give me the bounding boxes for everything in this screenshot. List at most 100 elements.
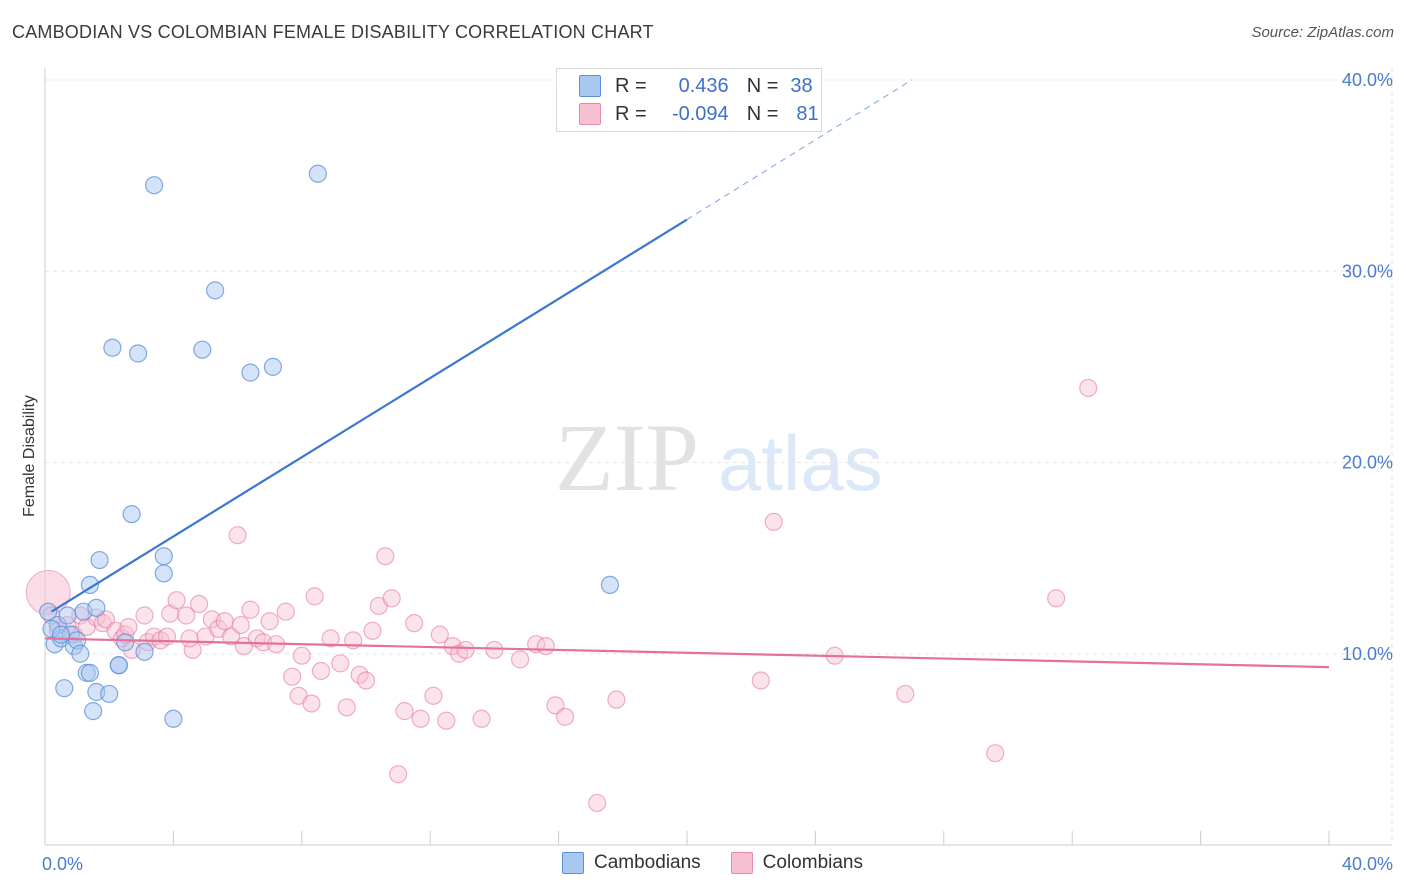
colombian-point [1047, 589, 1066, 608]
legend-r-label: R = [615, 102, 647, 125]
colombian-point [189, 594, 209, 614]
colombian-point [283, 667, 302, 686]
series-swatch-colombians [730, 852, 753, 874]
colombian-point [215, 612, 234, 631]
y-axis-label: Female Disability [21, 395, 38, 517]
colombian-point [167, 591, 186, 610]
colombian-point [555, 707, 575, 726]
cambodian-point [193, 340, 212, 359]
cambodian-point [128, 344, 148, 363]
legend-r-value: -0.094 [671, 102, 729, 125]
legend-r-label: R = [615, 74, 647, 97]
colombian-point [276, 602, 295, 621]
series-legend-colombians[interactable]: Colombians [730, 852, 863, 874]
axes [44, 68, 1392, 846]
series-swatch-cambodians [562, 852, 584, 874]
cambodian-point [241, 363, 260, 382]
series-legend-cambodians[interactable]: Cambodians [562, 852, 701, 874]
colombian-point [292, 646, 311, 665]
colombian-point [231, 615, 250, 635]
colombian-point [305, 587, 324, 606]
colombian-point [389, 765, 408, 784]
colombian-point [228, 526, 247, 545]
y-tick-label: 20.0% [1342, 453, 1393, 473]
cambodian-point [154, 564, 173, 583]
colombian-point [311, 661, 331, 681]
colombian-point [135, 606, 154, 625]
legend-row-colombians: R = -0.094 N = 81 [579, 101, 819, 127]
series-legend-label: Cambodians [594, 852, 701, 873]
colombian-point [302, 694, 321, 713]
colombian-point [536, 636, 555, 656]
colombian-point [437, 711, 456, 730]
colombian-point [363, 621, 382, 640]
colombian-point [986, 744, 1005, 763]
colombian-point [180, 629, 199, 648]
y-tick-label: 10.0% [1342, 644, 1393, 664]
colombian-point [411, 709, 430, 728]
cambodian-point [55, 679, 74, 698]
legend-r-value: 0.436 [678, 74, 729, 97]
cambodian-point [154, 547, 173, 566]
trend-lines [44, 79, 1330, 669]
colombian-point [588, 793, 607, 813]
colombian-point [177, 606, 196, 625]
colombian-point [356, 671, 376, 690]
colombian-point [260, 612, 279, 631]
legend-n-label: N = [746, 102, 779, 125]
colombian-point [896, 684, 915, 704]
colombian-point [331, 654, 350, 673]
colombian-point [751, 671, 770, 690]
stats-legend: R = 0.436 N = 38 R = -0.094 N = 81 [556, 68, 822, 132]
legend-n-label: N = [746, 74, 779, 97]
chart-title: CAMBODIAN VS COLOMBIAN FEMALE DISABILITY… [12, 22, 654, 42]
watermark-atlas: atlas [718, 419, 883, 507]
cambodian-point [58, 606, 77, 625]
colombian-point [405, 614, 424, 633]
colombian-point [382, 589, 401, 608]
colombian-point [456, 640, 475, 660]
cambodian-point [263, 357, 283, 376]
cambodian-point [87, 598, 106, 617]
cambodian-point [51, 625, 71, 644]
cambodians-trend-extension [686, 79, 913, 221]
cambodian-point [100, 684, 119, 704]
colombian-point [510, 650, 530, 669]
colombian-point [472, 709, 491, 728]
colombian-point [321, 629, 340, 648]
colombian-point [430, 625, 449, 644]
legend-swatch-colombians [579, 103, 601, 125]
colombian-point [1079, 378, 1098, 398]
x-tick-label: 40.0% [1342, 854, 1393, 874]
cambodian-point [90, 550, 109, 570]
colombian-point [764, 512, 783, 531]
cambodian-point [71, 644, 90, 663]
source-label: Source: ZipAtlas.com [1251, 24, 1394, 41]
series-legend-label: Colombians [762, 852, 863, 873]
cambodian-point [80, 663, 100, 682]
cambodian-point [122, 505, 141, 524]
y-tick-label: 30.0% [1342, 261, 1393, 281]
cambodian-point [145, 176, 164, 195]
y-tick-label: 40.0% [1342, 70, 1393, 90]
cambodian-point [135, 642, 154, 661]
legend-swatch-cambodians [579, 75, 601, 97]
cambodian-point [84, 702, 103, 721]
x-tick-label: 0.0% [42, 854, 83, 874]
colombian-point [376, 547, 395, 566]
series-legend: Cambodians Colombians [562, 852, 893, 874]
colombian-point [119, 617, 138, 637]
colombian-point [337, 698, 356, 717]
legend-n-value: 38 [790, 74, 813, 97]
cambodian-point [80, 575, 100, 595]
cambodian-point [109, 656, 128, 675]
cambodian-point [206, 281, 225, 300]
cambodian-point [600, 575, 620, 595]
colombian-point [157, 627, 177, 646]
cambodian-point [308, 164, 327, 183]
colombian-point [241, 600, 260, 619]
watermark-zip: ZIP [555, 404, 699, 511]
colombian-point [424, 686, 443, 705]
colombians-points [25, 378, 1098, 813]
